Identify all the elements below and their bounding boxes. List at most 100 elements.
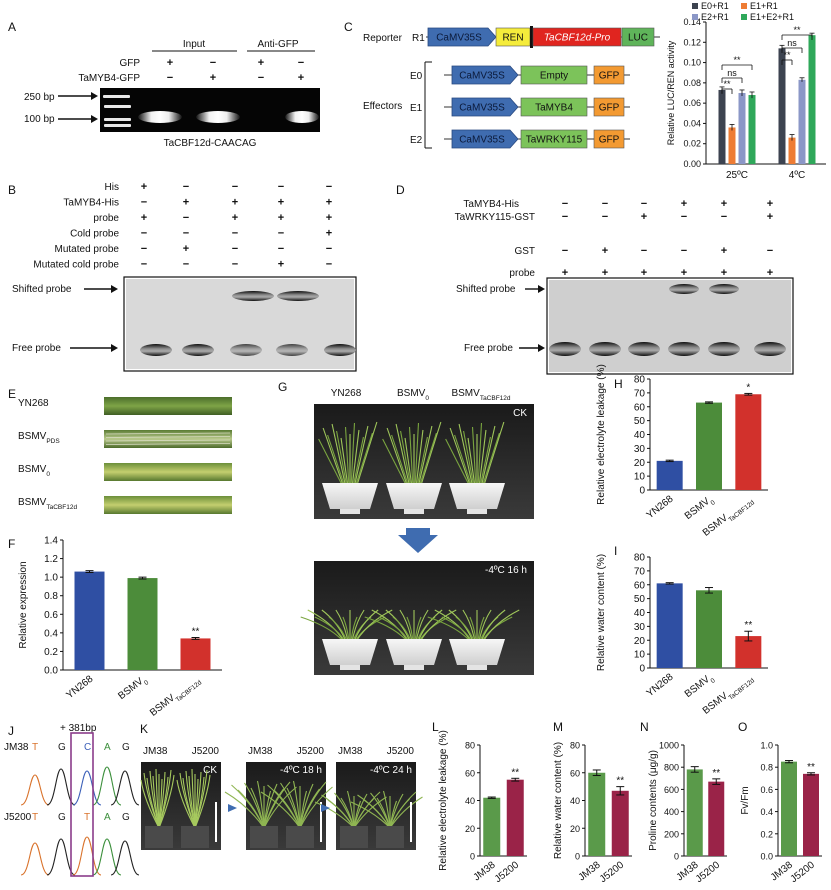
leaf-label-sub: PDS (46, 438, 60, 445)
seedling-leaf (406, 616, 414, 640)
reporter-ren-label: REN (502, 33, 523, 44)
gel-b-free-band (276, 344, 308, 356)
y-tick-label: 10 (634, 650, 646, 661)
bar (127, 578, 158, 670)
seedling-leaf (434, 609, 470, 640)
gel-d-sign: − (562, 211, 568, 223)
effector-gene-label: Empty (540, 71, 568, 82)
y-tick-label: 0.02 (683, 139, 701, 149)
effector-camv35s (451, 129, 519, 149)
seedling-leaf (355, 432, 373, 484)
j-sample-name: JM38 (4, 742, 29, 753)
k-seedling-leaf (299, 781, 327, 829)
pot (322, 639, 378, 665)
gel-d-sign: − (767, 245, 773, 257)
gel-b-sign: − (232, 181, 238, 193)
leaf-image (104, 430, 232, 448)
significance-mark: * (746, 382, 750, 393)
x-tick-label-main: BSMV (701, 690, 730, 716)
x-tick-label-main: BSMV (116, 676, 145, 702)
seedling-leaf (340, 437, 348, 484)
y-tick-label: 40 (634, 430, 646, 441)
y-tick-label: 50 (634, 594, 646, 605)
y-tick-label: 0.06 (683, 98, 701, 108)
y-tick-label: 0.00 (683, 159, 701, 169)
gel-d-row-label: TaMYB4-His (463, 199, 519, 210)
chromatogram-peak (72, 770, 102, 806)
seedling-leaf (395, 423, 410, 484)
leaf-image (104, 496, 232, 514)
significance-mark: ** (712, 768, 720, 779)
k-pot (145, 826, 173, 848)
y-tick-label: 0.12 (683, 37, 701, 47)
seedling-leaf (404, 437, 412, 484)
column-label-main: YN268 (331, 388, 362, 399)
y-axis-label: Relative water content (%) (596, 554, 607, 671)
seedling-leaf (336, 430, 347, 484)
leaf-label-main: YN268 (18, 398, 49, 409)
input-header: Input (183, 39, 205, 50)
j-base: T (32, 742, 38, 753)
x-tick-label-main: J5200 (598, 859, 627, 885)
seedling-leaf (418, 425, 433, 484)
x-tick-label-main: JM38 (472, 859, 498, 883)
y-tick-label: 60 (634, 580, 646, 591)
y-tick-label: 0.04 (683, 118, 701, 128)
significance-mark: ** (192, 627, 200, 638)
panel-letter-c: C (344, 20, 353, 34)
photo-g-cold-tag: -4ºC 16 h (485, 565, 527, 576)
seedling-leaf (419, 432, 437, 484)
bar (483, 797, 501, 856)
effectors-label: Effectors (363, 101, 402, 112)
gel-b-sign: + (183, 243, 189, 255)
leaf-stripe (105, 443, 231, 445)
y-tick-label: 70 (634, 388, 646, 399)
seedling-leaf (335, 609, 348, 640)
gel-d-shifted-label: Shifted probe (456, 284, 516, 295)
effector-gene-label: TaWRKY115 (526, 135, 583, 146)
y-tick-label: 1000 (659, 741, 679, 751)
panel-letter-j: J (8, 724, 14, 738)
gel-d-free-arrow-head (538, 344, 545, 352)
y-tick-label: 0.8 (44, 591, 58, 602)
y-tick-label: 0.6 (44, 610, 58, 621)
k-photo-tag: CK (203, 765, 217, 776)
k-seedling-leaf (273, 789, 301, 829)
gel-b-free-band (140, 344, 172, 356)
sig-label: ** (733, 55, 741, 65)
panel-letter-m: M (553, 720, 563, 734)
effector-camv35s-label: CaMV35S (459, 103, 505, 114)
seedling-leaf (382, 438, 406, 484)
gel-b-sign: + (326, 197, 332, 209)
chromatogram-peak (110, 770, 140, 806)
seedling-leaf (322, 427, 343, 484)
y-tick-label: 0 (674, 852, 679, 862)
y-tick-label: 40 (570, 796, 580, 806)
gel-d-row-label: GST (514, 246, 535, 257)
gel-d-free-band (549, 342, 581, 356)
gel-b-sign: − (326, 243, 332, 255)
sig-label: ns (787, 38, 797, 48)
x-tick-label: BSMV0 (116, 673, 150, 704)
x-tick-label: J5200 (789, 859, 818, 885)
gel-b-row-label: probe (93, 213, 119, 224)
ladder-100-arrow-head (91, 115, 98, 123)
y-tick-label: 1.2 (44, 554, 58, 565)
y-tick-label: 0.6 (760, 785, 773, 795)
seedling-leaf (454, 434, 472, 484)
x-tick-label-sub: TaCBF12d (727, 677, 756, 702)
gel-d-sign: + (721, 267, 727, 279)
y-tick-label: 200 (664, 829, 679, 839)
y-tick-label: 40 (634, 608, 646, 619)
bar (611, 790, 629, 856)
legend-label: E2+R1 (701, 12, 729, 22)
panel-letter-g: G (278, 380, 287, 394)
k-seedling-leaf (194, 774, 211, 829)
gel-b-sign: − (232, 243, 238, 255)
seedling-leaf (350, 616, 358, 640)
seedling-leaf (314, 616, 345, 640)
gel-b-sign: − (183, 212, 189, 224)
gel-b-sign: − (141, 228, 147, 240)
seedling-leaf (484, 609, 520, 640)
